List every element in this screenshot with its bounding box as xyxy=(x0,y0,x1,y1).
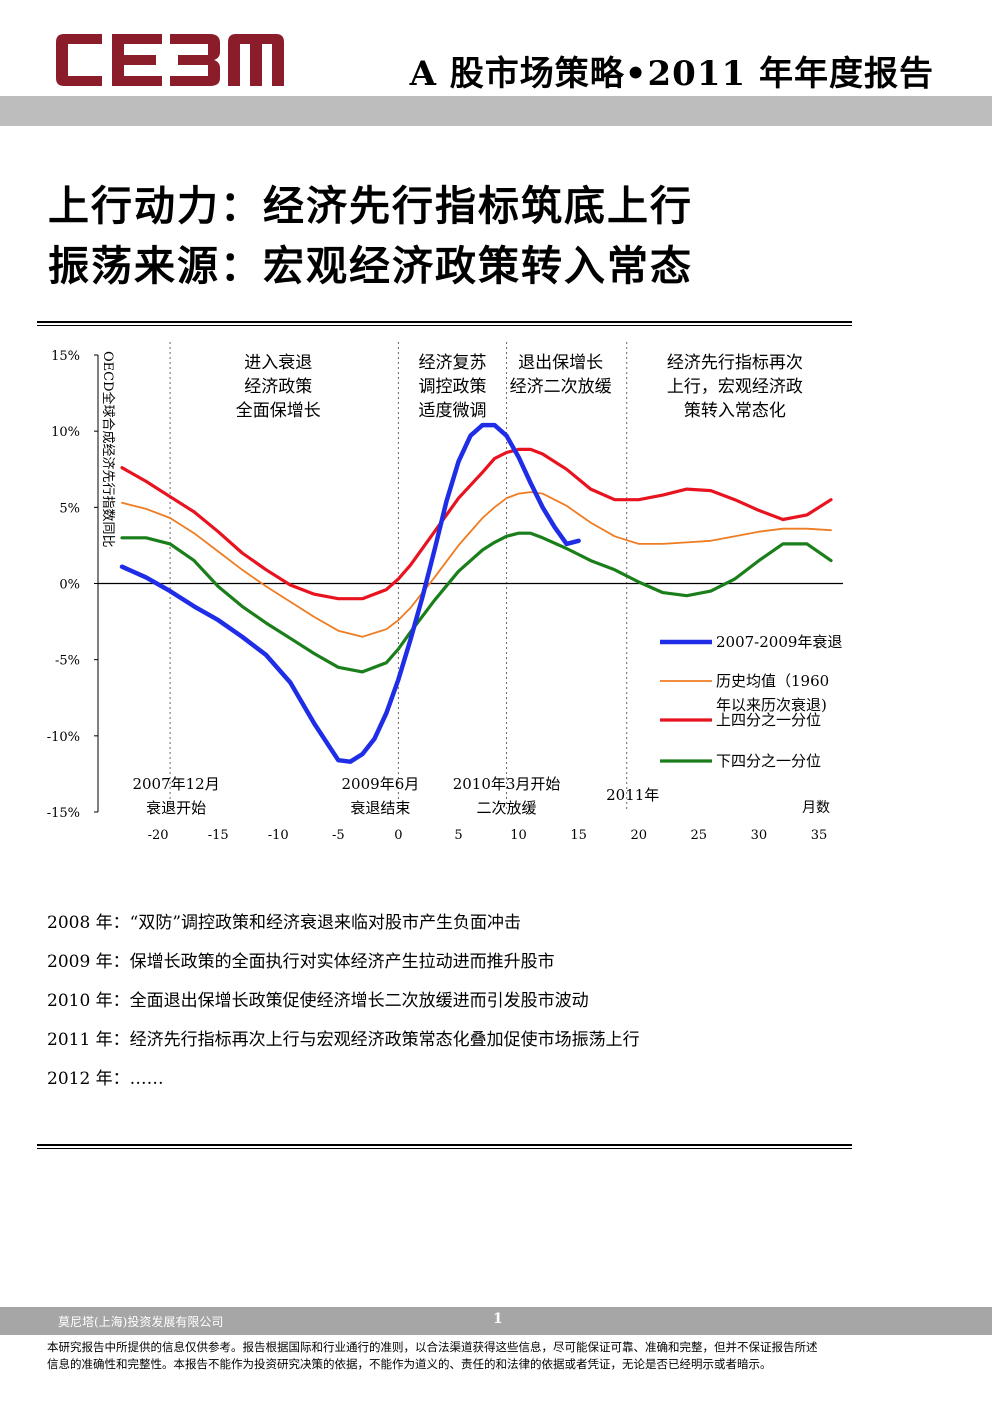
note-2011: 2011 年：经济先行指标再次上行与宏观经济政策常态化叠加促使市场振荡上行 xyxy=(47,1030,640,1050)
top-divider xyxy=(37,321,852,326)
event-label-0: 衰退开始 xyxy=(146,799,206,817)
bottom-divider xyxy=(37,1144,852,1149)
phase-label-3: 策转入常态化 xyxy=(684,401,786,421)
legend-label-2: 上四分之一分位 xyxy=(716,711,821,729)
report-title: A 股市场策略•2011 年年度报告 xyxy=(409,54,934,94)
y-tick-label: -10% xyxy=(47,730,80,745)
x-tick-label: -15 xyxy=(208,828,229,843)
x-tick-label: -20 xyxy=(148,828,169,843)
phase-label-2: 退出保增长 xyxy=(518,353,603,373)
phase-label-0: 经济政策 xyxy=(244,377,312,397)
footer-company: 莫尼塔(上海)投资发展有限公司 xyxy=(58,1315,224,1329)
y-tick-label: 0% xyxy=(59,578,80,593)
legend-label-1: 年以来历次衰退) xyxy=(716,696,827,714)
y-axis-title: OECD全球合成经济先行指数同比 xyxy=(100,351,116,548)
legend-label-0: 2007-2009年衰退 xyxy=(716,633,842,651)
phase-label-3: 上行，宏观经济政 xyxy=(667,377,803,397)
x-tick-label: 0 xyxy=(394,828,402,843)
note-2010: 2010 年：全面退出保增长政策促使经济增长二次放缓进而引发股市波动 xyxy=(47,991,589,1011)
y-tick-label: -15% xyxy=(47,806,80,821)
x-tick-label: 5 xyxy=(454,828,462,843)
oecd-leading-indicator-chart: 15% 10% 5% 0% -5% -10% -15% -20 -15 -10 -5 0 5 10 15 20… xyxy=(47,342,843,843)
headline-line-2: 振荡来源：宏观经济政策转入常态 xyxy=(48,242,693,290)
note-2009: 2009 年：保增长政策的全面执行对实体经济产生拉动进而推升股市 xyxy=(47,952,555,972)
phase-label-1: 调控政策 xyxy=(418,377,486,397)
disclaimer-line-1: 本研究报告中所提供的信息仅供参考。报告根据国际和行业通行的准则，以合法渠道获得这… xyxy=(47,1340,818,1354)
event-label-2: 二次放缓 xyxy=(477,799,537,817)
year-notes: 2008 年：“双防”调控政策和经济衰退来临对股市产生负面冲击 2009 年：保… xyxy=(47,908,640,1103)
x-tick-label: -5 xyxy=(332,828,345,843)
disclaimer: 本研究报告中所提供的信息仅供参考。报告根据国际和行业通行的准则，以合法渠道获得这… xyxy=(47,1339,947,1373)
x-tick-label: -10 xyxy=(268,828,289,843)
x-axis-title: 月数 xyxy=(802,800,830,816)
event-label-3: 2011年 xyxy=(606,786,659,804)
ce3m-logo xyxy=(56,34,284,86)
chart-series xyxy=(119,422,833,764)
page-number: 1 xyxy=(493,1311,503,1327)
legend-label-3: 下四分之一分位 xyxy=(716,752,821,770)
y-tick-label: -5% xyxy=(55,654,80,669)
y-tick-label: 15% xyxy=(51,349,80,364)
x-tick-label: 10 xyxy=(510,828,527,843)
note-2012: 2012 年：…… xyxy=(47,1069,164,1089)
x-tick-label: 20 xyxy=(630,828,647,843)
event-label-1: 2009年6月 xyxy=(342,775,420,793)
chart-axes: 15% 10% 5% 0% -5% -10% -15% -20 -15 -10 -5 0 5 10 15 20… xyxy=(47,349,843,843)
series-line-2 xyxy=(120,447,833,601)
disclaimer-line-2: 信息的准确性和完整性。本报告不能作为投资研究决策的依据，不能作为道义的、责任的和… xyxy=(47,1357,772,1371)
phase-label-3: 经济先行指标再次 xyxy=(667,353,803,373)
x-tick-label: 30 xyxy=(751,828,768,843)
series-line-1 xyxy=(121,491,832,638)
x-tick-label: 15 xyxy=(570,828,587,843)
headline-line-1: 上行动力：经济先行指标筑底上行 xyxy=(48,182,693,230)
x-tick-label: 25 xyxy=(691,828,708,843)
legend-label-1: 历史均值（1960 xyxy=(716,672,829,690)
note-2008: 2008 年：“双防”调控政策和经济衰退来临对股市产生负面冲击 xyxy=(47,913,522,933)
phase-label-0: 进入衰退 xyxy=(244,353,312,373)
series-line-3 xyxy=(120,531,833,674)
y-tick-label: 5% xyxy=(59,501,80,516)
series-line-0 xyxy=(119,422,581,764)
header-band xyxy=(0,96,992,126)
footer-band xyxy=(0,1307,992,1335)
phase-label-1: 适度微调 xyxy=(418,401,486,421)
x-tick-label: 35 xyxy=(811,828,828,843)
event-label-1: 衰退结束 xyxy=(350,799,410,817)
phase-label-2: 经济二次放缓 xyxy=(510,377,612,397)
event-label-0: 2007年12月 xyxy=(132,775,219,793)
phase-label-1: 经济复苏 xyxy=(418,353,486,373)
phase-label-0: 全面保增长 xyxy=(236,401,321,421)
y-tick-label: 10% xyxy=(51,425,80,440)
event-label-2: 2010年3月开始 xyxy=(453,775,561,793)
